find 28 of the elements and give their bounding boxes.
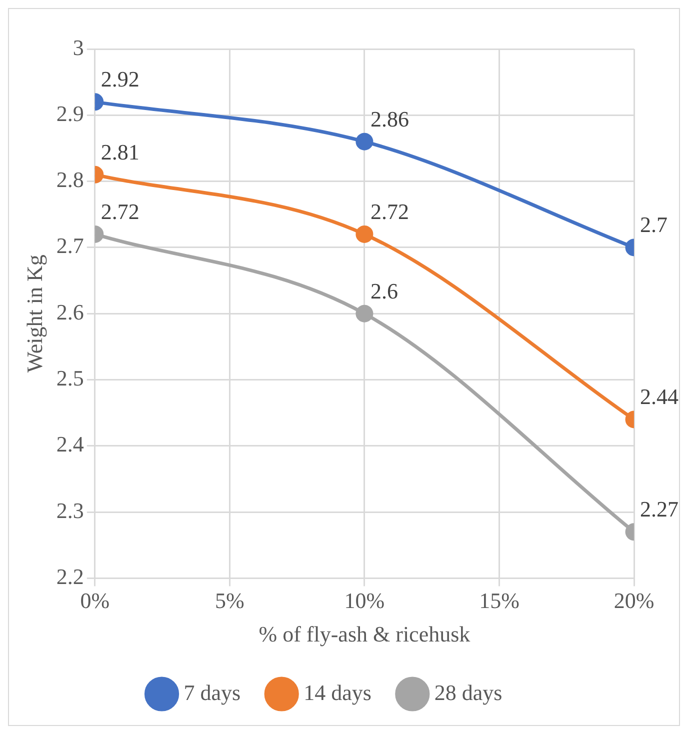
- legend-label: 14 days: [304, 680, 372, 705]
- y-tick-label: 2.7: [56, 233, 84, 258]
- data-label: 2.86: [370, 106, 409, 132]
- x-axis-title: % of fly-ash & ricehusk: [258, 622, 470, 647]
- data-label: 2.72: [100, 199, 140, 224]
- y-tick-label: 2.3: [56, 498, 84, 523]
- x-tick-label: 5%: [215, 588, 244, 614]
- x-tick-label: 20%: [614, 588, 654, 614]
- legend-label: 28 days: [434, 680, 502, 705]
- data-label: 2.72: [370, 199, 409, 224]
- y-tick-label: 3: [72, 34, 84, 60]
- y-tick-label: 2.8: [56, 167, 84, 192]
- data-label: 2.81: [100, 139, 140, 164]
- data-label: 2.6: [370, 278, 398, 304]
- data-label: 2.7: [640, 212, 668, 238]
- x-tick-label: 15%: [479, 588, 520, 614]
- y-axis-title: Weight in Kg: [22, 254, 47, 373]
- y-tick-label: 2.4: [56, 432, 84, 457]
- y-tick-label: 2.2: [56, 564, 84, 589]
- data-label: 2.92: [100, 66, 140, 92]
- data-label: 2.44: [640, 384, 678, 410]
- legend-label: 7 days: [184, 680, 241, 705]
- x-tick-label: 0%: [80, 588, 110, 614]
- data-label: 2.27: [640, 496, 678, 522]
- y-tick-label: 2.5: [56, 366, 84, 391]
- y-tick-label: 2.6: [56, 299, 84, 324]
- x-tick-label: 10%: [344, 588, 385, 614]
- y-tick-label: 2.9: [56, 100, 84, 126]
